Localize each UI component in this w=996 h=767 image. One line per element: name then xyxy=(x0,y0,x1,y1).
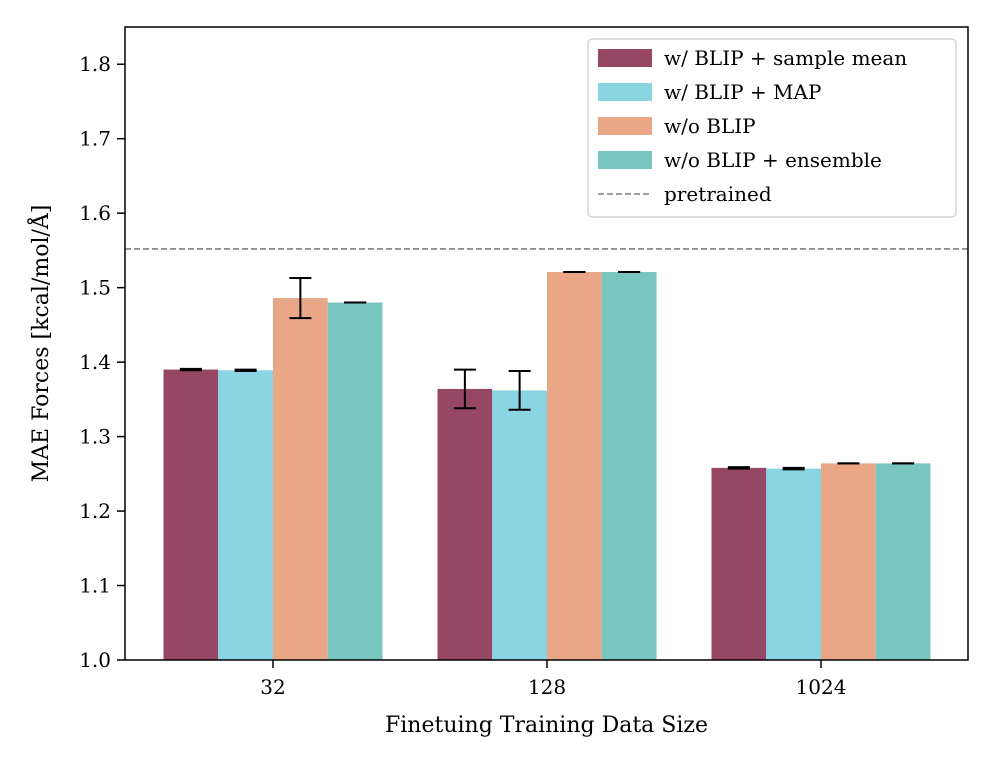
legend: w/ BLIP + sample mean w/ BLIP + MAP w/o BL… xyxy=(587,38,957,218)
bar xyxy=(163,369,219,660)
legend-swatch xyxy=(598,49,652,67)
bar xyxy=(327,302,383,660)
bar xyxy=(218,370,273,660)
bar xyxy=(821,463,876,660)
y-tick-label: 1.0 xyxy=(79,648,111,672)
bar xyxy=(273,298,328,660)
x-tick-label: 32 xyxy=(260,675,285,699)
legend-swatch xyxy=(598,117,652,135)
y-tick-label: 1.4 xyxy=(79,350,111,374)
legend-label: w/ BLIP + sample mean xyxy=(664,46,907,70)
y-tick-label: 1.6 xyxy=(79,201,111,225)
bar xyxy=(711,467,767,660)
x-tick-label: 1024 xyxy=(796,675,847,699)
x-axis: 32 128 1024 xyxy=(260,660,846,699)
legend-frame xyxy=(587,38,957,218)
y-tick-label: 1.1 xyxy=(79,574,111,598)
y-tick-label: 1.2 xyxy=(79,499,111,523)
y-tick-label: 1.3 xyxy=(79,425,111,449)
y-axis: 1.0 1.1 1.2 1.3 1.4 1.5 1.6 1.7 1.8 xyxy=(79,52,125,672)
y-axis-label: MAE Forces [kcal/mol/Å] xyxy=(26,205,54,483)
bar xyxy=(492,390,547,660)
legend-swatch xyxy=(598,83,652,101)
bar xyxy=(875,463,931,660)
bar xyxy=(766,468,821,660)
legend-swatch xyxy=(598,151,652,169)
legend-label: pretrained xyxy=(664,182,772,206)
legend-label: w/ BLIP + MAP xyxy=(664,80,821,104)
bars-layer xyxy=(163,272,931,660)
legend-label: w/o BLIP + ensemble xyxy=(664,148,882,172)
error-bars-layer xyxy=(179,271,915,471)
y-tick-label: 1.8 xyxy=(79,52,111,76)
bar xyxy=(601,272,657,660)
legend-entries: w/ BLIP + sample mean w/ BLIP + MAP w/o BL… xyxy=(598,46,907,206)
bar xyxy=(547,272,602,660)
y-tick-label: 1.5 xyxy=(79,276,111,300)
y-tick-label: 1.7 xyxy=(79,127,111,151)
legend-label: w/o BLIP xyxy=(664,114,756,138)
x-axis-label: Finetuing Training Data Size xyxy=(385,713,708,738)
x-tick-label: 128 xyxy=(528,675,566,699)
bar xyxy=(437,388,493,660)
